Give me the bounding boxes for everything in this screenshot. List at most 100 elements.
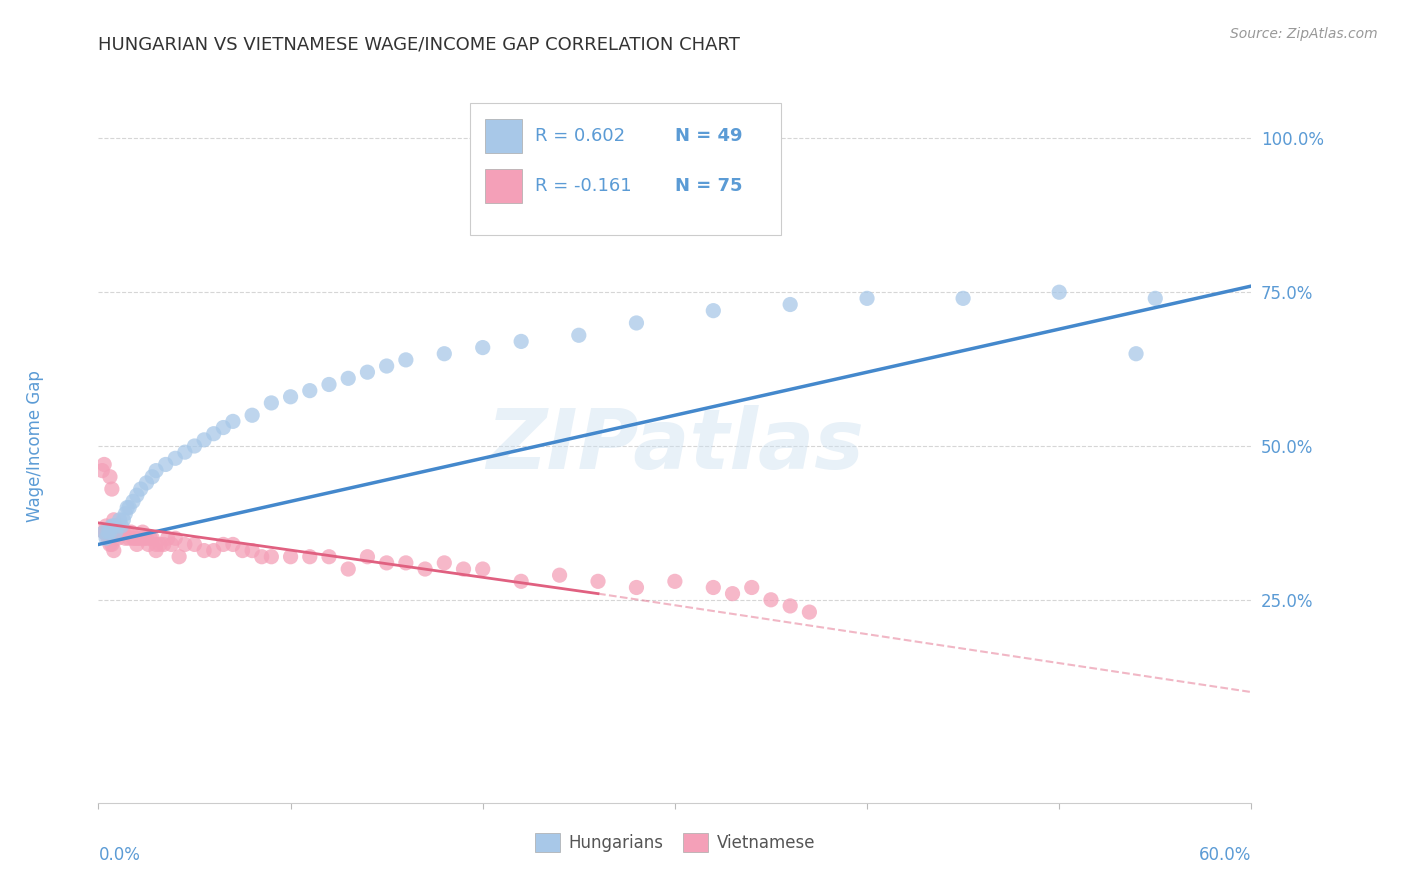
Point xyxy=(93,525,115,540)
Point xyxy=(183,439,205,453)
Point xyxy=(280,549,302,564)
Text: 60.0%: 60.0% xyxy=(1199,846,1251,863)
Point xyxy=(98,525,121,540)
Point xyxy=(356,365,378,379)
Point xyxy=(141,469,163,483)
Text: ZIPatlas: ZIPatlas xyxy=(486,406,863,486)
Point xyxy=(155,458,177,472)
Point xyxy=(356,549,378,564)
Point xyxy=(103,513,125,527)
Point xyxy=(107,525,129,540)
Text: R = 0.602: R = 0.602 xyxy=(536,127,626,145)
Point xyxy=(1125,347,1147,361)
Point xyxy=(118,500,141,515)
FancyBboxPatch shape xyxy=(470,103,780,235)
Text: N = 75: N = 75 xyxy=(675,177,742,194)
Point xyxy=(167,549,190,564)
Text: R = -0.161: R = -0.161 xyxy=(536,177,633,194)
Point xyxy=(240,409,263,423)
Point xyxy=(93,525,115,540)
FancyBboxPatch shape xyxy=(485,169,522,203)
Point xyxy=(395,556,418,570)
Point xyxy=(318,377,340,392)
Point xyxy=(101,482,124,496)
Point xyxy=(94,531,117,545)
Point xyxy=(108,513,131,527)
Point xyxy=(298,384,321,398)
Point xyxy=(98,469,121,483)
Point xyxy=(122,531,145,545)
Point xyxy=(122,494,145,508)
Point xyxy=(128,531,150,545)
Point xyxy=(741,581,763,595)
Point xyxy=(664,574,686,589)
Point xyxy=(779,297,801,311)
Point xyxy=(107,531,129,545)
Point xyxy=(280,390,302,404)
Point xyxy=(112,525,135,540)
Point xyxy=(152,537,174,551)
Point xyxy=(183,537,205,551)
Text: Wage/Income Gap: Wage/Income Gap xyxy=(25,370,44,522)
Point xyxy=(471,341,494,355)
Point xyxy=(120,525,142,540)
Point xyxy=(174,537,197,551)
Point xyxy=(779,599,801,613)
Point xyxy=(222,414,245,428)
Point xyxy=(856,291,879,305)
Point xyxy=(250,549,273,564)
Point xyxy=(626,581,648,595)
Point xyxy=(107,519,129,533)
Point xyxy=(124,531,146,545)
Point xyxy=(156,531,179,545)
Point xyxy=(193,543,215,558)
Point xyxy=(135,475,157,490)
Point xyxy=(103,519,125,533)
Point xyxy=(174,445,197,459)
Point xyxy=(260,549,283,564)
Point xyxy=(510,334,533,349)
Point xyxy=(101,537,124,551)
Point xyxy=(702,303,724,318)
Point xyxy=(135,531,157,545)
FancyBboxPatch shape xyxy=(485,120,522,153)
Point xyxy=(141,531,163,545)
Point xyxy=(548,568,571,582)
Point xyxy=(117,500,139,515)
Point xyxy=(114,531,136,545)
Point xyxy=(222,537,245,551)
Point xyxy=(510,574,533,589)
Point xyxy=(165,451,187,466)
Point xyxy=(97,531,120,545)
Point xyxy=(104,519,127,533)
Text: N = 49: N = 49 xyxy=(675,127,742,145)
Point xyxy=(101,519,124,533)
Point xyxy=(231,543,254,558)
Point xyxy=(145,537,167,551)
Point xyxy=(134,531,156,545)
Point xyxy=(433,556,456,570)
Point xyxy=(375,359,398,373)
Point xyxy=(145,464,167,478)
Point xyxy=(112,513,135,527)
Point xyxy=(952,291,974,305)
Point xyxy=(626,316,648,330)
Point xyxy=(202,426,225,441)
Point xyxy=(721,587,744,601)
Point xyxy=(413,562,436,576)
Point xyxy=(568,328,591,343)
Point xyxy=(298,549,321,564)
Point xyxy=(98,537,121,551)
Text: 0.0%: 0.0% xyxy=(98,846,141,863)
Point xyxy=(212,420,235,434)
Point xyxy=(129,482,152,496)
Point xyxy=(125,537,148,551)
Point xyxy=(337,562,360,576)
Point xyxy=(586,574,609,589)
Point xyxy=(149,537,172,551)
Point xyxy=(160,537,183,551)
Point xyxy=(103,543,125,558)
Point xyxy=(94,519,117,533)
Point xyxy=(212,537,235,551)
Text: HUNGARIAN VS VIETNAMESE WAGE/INCOME GAP CORRELATION CHART: HUNGARIAN VS VIETNAMESE WAGE/INCOME GAP … xyxy=(98,36,741,54)
